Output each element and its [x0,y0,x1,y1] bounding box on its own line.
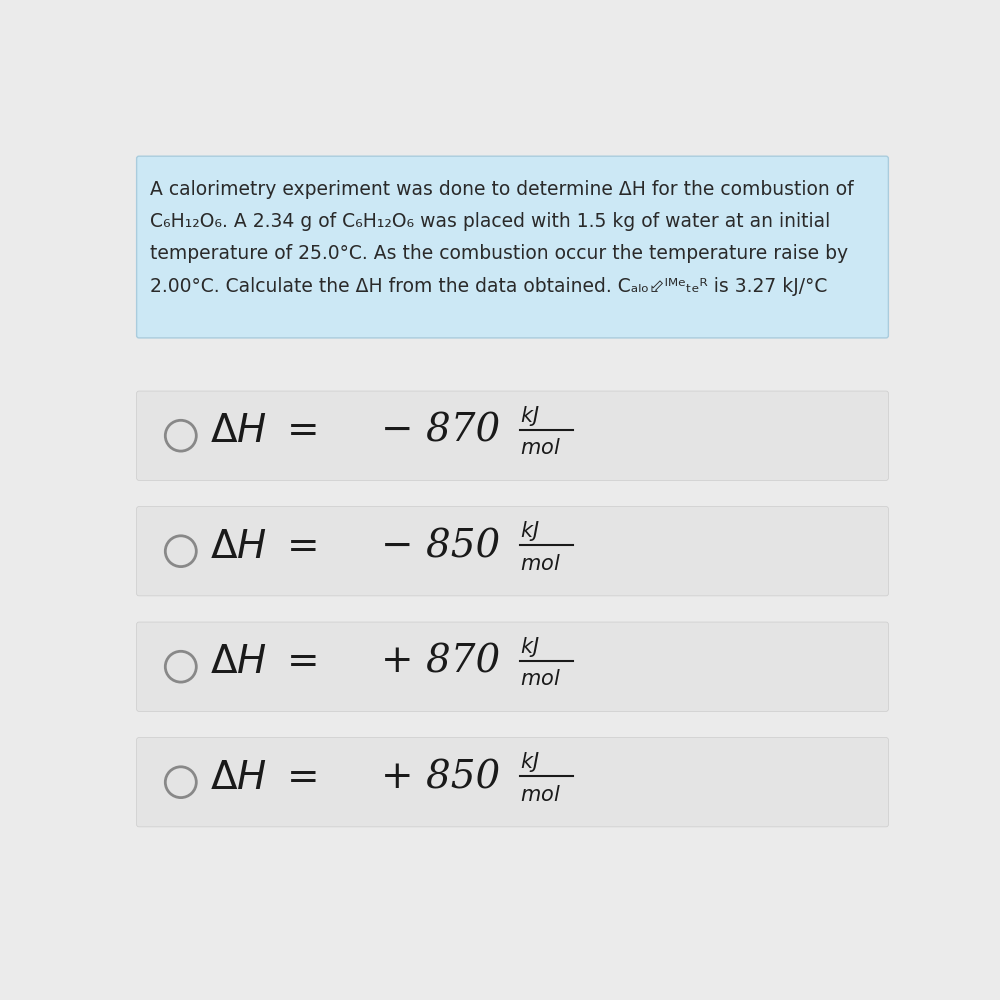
Text: $mol$: $mol$ [520,554,561,574]
Text: A calorimetry experiment was done to determine ΔH for the combustion of: A calorimetry experiment was done to det… [150,180,853,199]
Text: − 870: − 870 [381,413,500,450]
Text: $kJ$: $kJ$ [520,750,540,774]
FancyBboxPatch shape [137,156,888,338]
Text: $kJ$: $kJ$ [520,404,540,428]
Text: $mol$: $mol$ [520,785,561,805]
Text: $\Delta H \ = $: $\Delta H \ = $ [210,759,317,797]
FancyBboxPatch shape [137,738,888,827]
Text: $\Delta H \ = $: $\Delta H \ = $ [210,643,317,681]
Text: + 870: + 870 [381,644,500,681]
Text: temperature of 25.0°C. As the combustion occur the temperature raise by: temperature of 25.0°C. As the combustion… [150,244,848,263]
FancyBboxPatch shape [137,507,888,596]
Text: $\Delta H \ = $: $\Delta H \ = $ [210,412,317,450]
Text: C₆H₁₂O₆. A 2.34 g of C₆H₁₂O₆ was placed with 1.5 kg of water at an initial: C₆H₁₂O₆. A 2.34 g of C₆H₁₂O₆ was placed … [150,212,830,231]
Text: $kJ$: $kJ$ [520,519,540,543]
FancyBboxPatch shape [137,622,888,711]
Text: $mol$: $mol$ [520,438,561,458]
Text: 2.00°C. Calculate the ΔH from the data obtained. Cₐₗₒ⬃ᴵᴹᵉₜₑᴿ is 3.27 kJ/°C: 2.00°C. Calculate the ΔH from the data o… [150,277,827,296]
Text: − 850: − 850 [381,528,500,565]
Text: $kJ$: $kJ$ [520,635,540,659]
Text: $\Delta H \ = $: $\Delta H \ = $ [210,528,317,566]
FancyBboxPatch shape [137,391,888,480]
Text: + 850: + 850 [381,759,500,796]
Text: $mol$: $mol$ [520,669,561,689]
